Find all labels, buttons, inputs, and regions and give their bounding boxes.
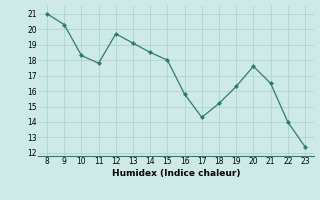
X-axis label: Humidex (Indice chaleur): Humidex (Indice chaleur) [112,169,240,178]
